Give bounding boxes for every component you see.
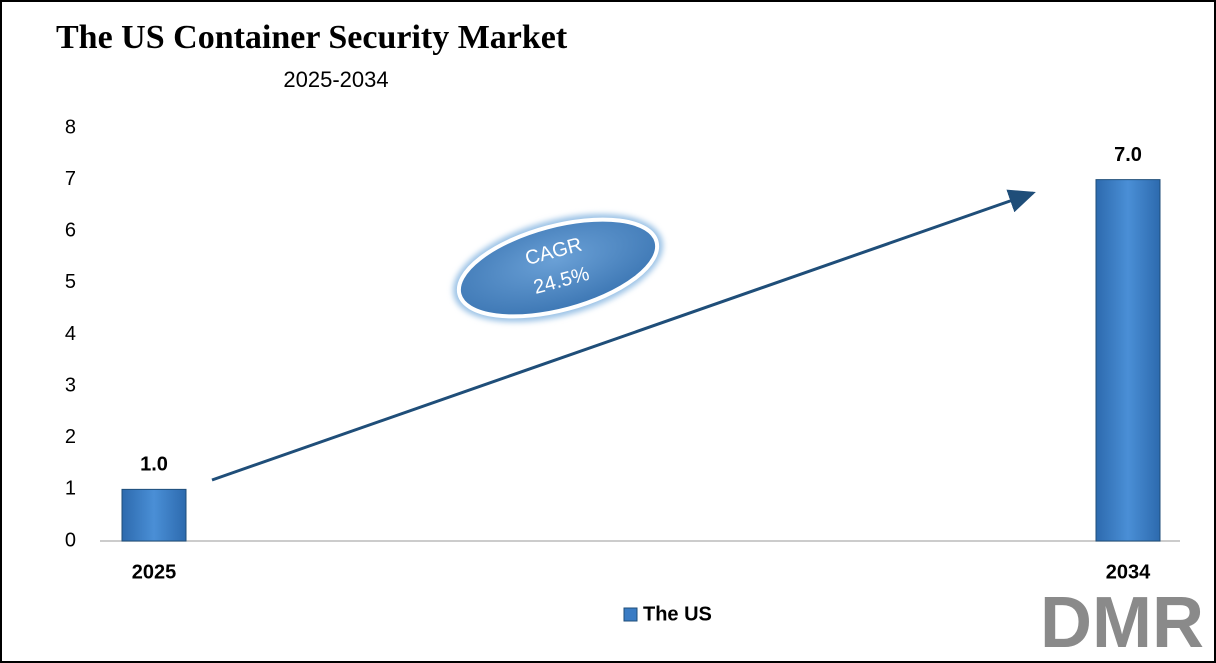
y-tick-label: 2 xyxy=(65,426,76,448)
value-label: 7.0 xyxy=(1114,144,1142,166)
trend-arrow xyxy=(211,189,1036,482)
logo-text: DMR xyxy=(1040,583,1204,663)
y-tick-label: 3 xyxy=(65,374,76,396)
legend-swatch xyxy=(623,607,638,622)
y-tick-label: 4 xyxy=(65,323,76,345)
y-tick-label: 8 xyxy=(65,116,76,138)
legend-label: The US xyxy=(643,603,712,625)
x-tick-label: 2034 xyxy=(1106,561,1151,583)
badge-ellipse xyxy=(456,217,660,319)
y-tick-label: 0 xyxy=(65,529,76,551)
chart-subtitle: 2025-2034 xyxy=(283,67,388,92)
bar xyxy=(1095,179,1161,542)
y-tick-label: 1 xyxy=(65,478,76,500)
y-tick-label: 7 xyxy=(65,168,76,190)
logo: DMR xyxy=(1040,583,1204,663)
chart-title: The US Container Security Market xyxy=(56,19,568,56)
value-label: 1.0 xyxy=(140,454,168,476)
cagr-badge: CAGR 24.5% xyxy=(452,213,664,323)
y-tick-label: 6 xyxy=(65,220,76,242)
bar xyxy=(121,488,187,542)
y-tick-label: 5 xyxy=(65,271,76,293)
x-tick-label: 2025 xyxy=(132,561,177,583)
